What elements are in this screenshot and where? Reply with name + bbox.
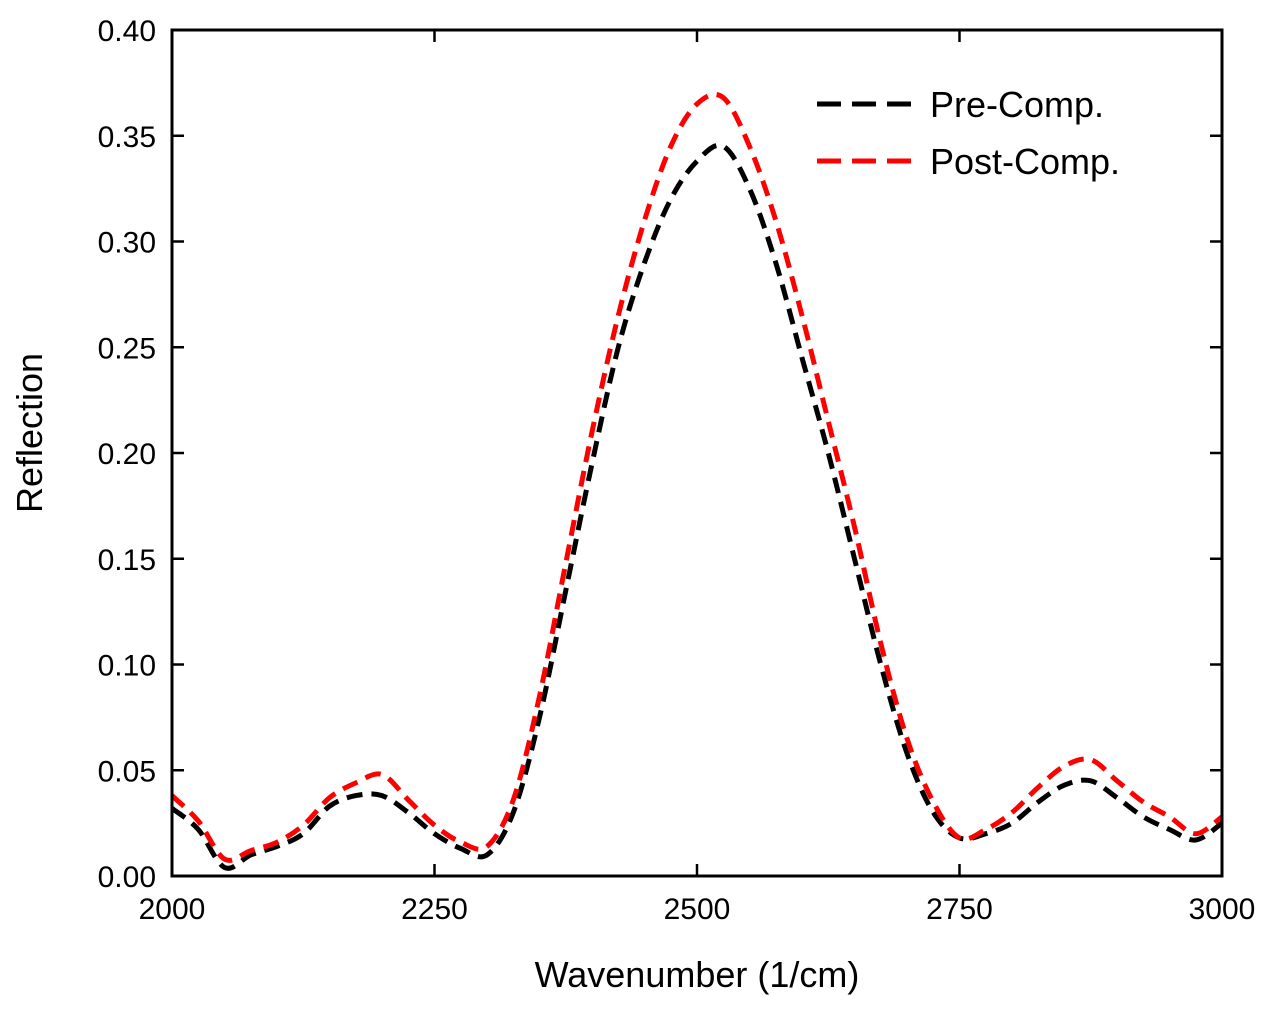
legend-label-pre-comp: Pre-Comp. — [930, 84, 1104, 125]
y-tick-label: 0.00 — [98, 861, 156, 894]
tick-layer: 2000 2250 2500 2750 3000 0.00 0.05 0.10 0.15 0.20… — [98, 15, 1256, 926]
series-line-pre-comp — [170, 142, 1224, 871]
x-axis-title: Wavenumber (1/cm) — [535, 954, 860, 995]
x-tick-label: 2750 — [926, 893, 993, 926]
y-tick-label: 0.10 — [98, 650, 156, 683]
y-tick-label: 0.25 — [98, 332, 156, 365]
y-axis-title: Reflection — [9, 353, 50, 513]
x-tick-label: 2500 — [664, 893, 731, 926]
y-tick-label: 0.20 — [98, 438, 156, 471]
y-tick-label: 0.35 — [98, 121, 156, 154]
legend: Pre-Comp. Post-Comp. — [817, 84, 1120, 182]
x-tick-label: 2000 — [139, 893, 206, 926]
y-tick-label: 0.30 — [98, 227, 156, 260]
x-tick-label: 3000 — [1189, 893, 1256, 926]
x-tick-label: 2250 — [401, 893, 468, 926]
legend-label-post-comp: Post-Comp. — [930, 141, 1120, 182]
series-layer — [170, 91, 1224, 871]
y-tick-label: 0.15 — [98, 544, 156, 577]
y-tick-label: 0.40 — [98, 15, 156, 48]
series-line-post-comp — [170, 91, 1224, 863]
y-tick-label: 0.05 — [98, 755, 156, 788]
